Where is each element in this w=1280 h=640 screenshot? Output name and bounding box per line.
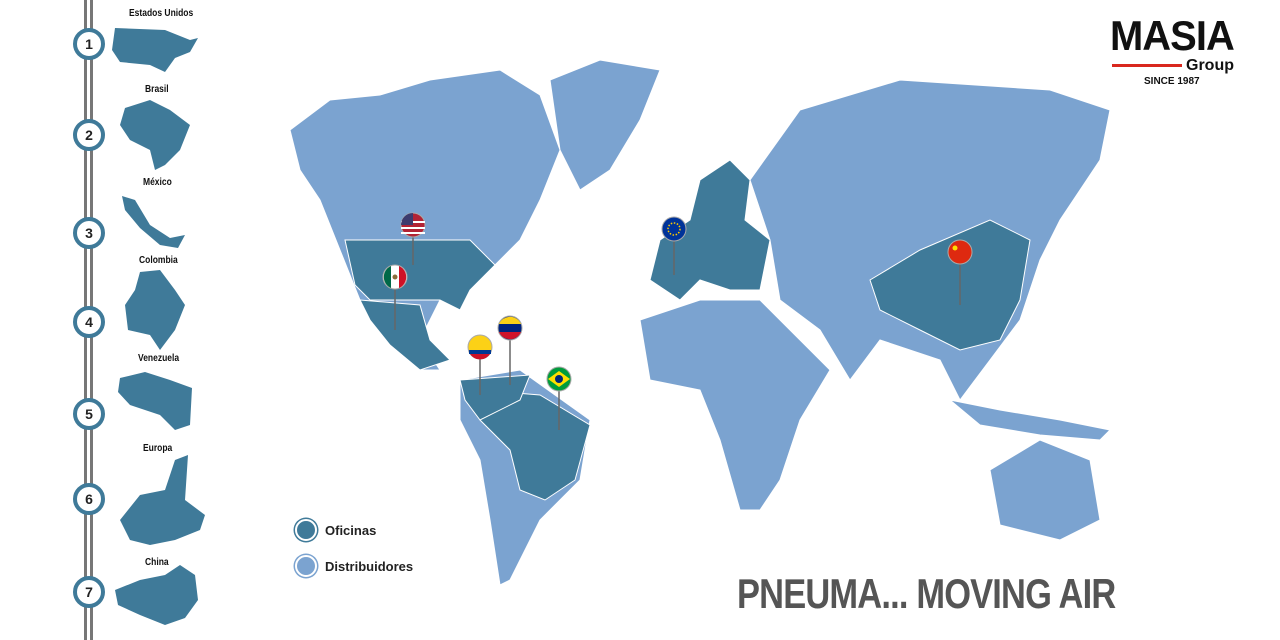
logo-sub: Group (1186, 57, 1234, 74)
legend-office-label: Oficinas (325, 522, 377, 538)
brazil-flag-pin (546, 366, 572, 392)
step-1: 1 (73, 28, 105, 60)
usa-flag-pin (400, 212, 426, 238)
distributor-swatch (295, 555, 317, 577)
logo-bar (1112, 64, 1182, 67)
country-label: México (143, 177, 172, 188)
colombia-silhouette (125, 270, 185, 350)
step-5: 5 (73, 398, 105, 430)
country-label: Brasil (145, 84, 169, 95)
step-3: 3 (73, 217, 105, 249)
colombia-venezuela-region (459, 374, 531, 421)
step-4: 4 (73, 306, 105, 338)
usa-region (344, 239, 496, 311)
masia-logo: MASIA Group SINCE 1987 (1110, 12, 1260, 88)
step-6: 6 (73, 483, 105, 515)
country-label: Colombia (139, 255, 178, 266)
country-label: Europa (143, 443, 173, 454)
legend-distributor-label: Distribuidores (325, 558, 414, 574)
mexico-flag-pin (382, 264, 408, 290)
australia (989, 439, 1101, 541)
china-silhouette (115, 565, 198, 625)
colombia-flag-pin (467, 334, 493, 360)
office-swatch (295, 519, 317, 541)
legend-distributor: Distribuidores (295, 555, 413, 577)
brazil-silhouette (120, 100, 190, 170)
greenland (549, 59, 661, 191)
step-2: 2 (73, 119, 105, 151)
indonesia (949, 399, 1112, 441)
country-label: China (145, 557, 169, 568)
eu-flag-pin (661, 216, 687, 242)
venezuela-silhouette (118, 372, 192, 430)
europe-region (649, 159, 771, 301)
africa (639, 299, 831, 511)
mexico-region (359, 299, 451, 371)
slogan: PNEUMA... MOVING AIR (737, 570, 1116, 617)
country-label: Venezuela (138, 353, 180, 364)
europe-silhouette (120, 455, 205, 545)
step-7: 7 (73, 576, 105, 608)
asia (749, 79, 1111, 401)
brazil-region (479, 389, 591, 501)
legend-office: Oficinas (295, 519, 376, 541)
usa-silhouette (112, 28, 198, 72)
mexico-silhouette (122, 196, 185, 248)
logo-since: SINCE 1987 (1144, 76, 1200, 87)
venezuela-flag-pin (497, 315, 523, 341)
country-label: Estados Unidos (129, 8, 194, 19)
china-region (869, 219, 1031, 351)
china-flag-pin (947, 239, 973, 265)
logo-name: MASIA (1110, 12, 1235, 59)
